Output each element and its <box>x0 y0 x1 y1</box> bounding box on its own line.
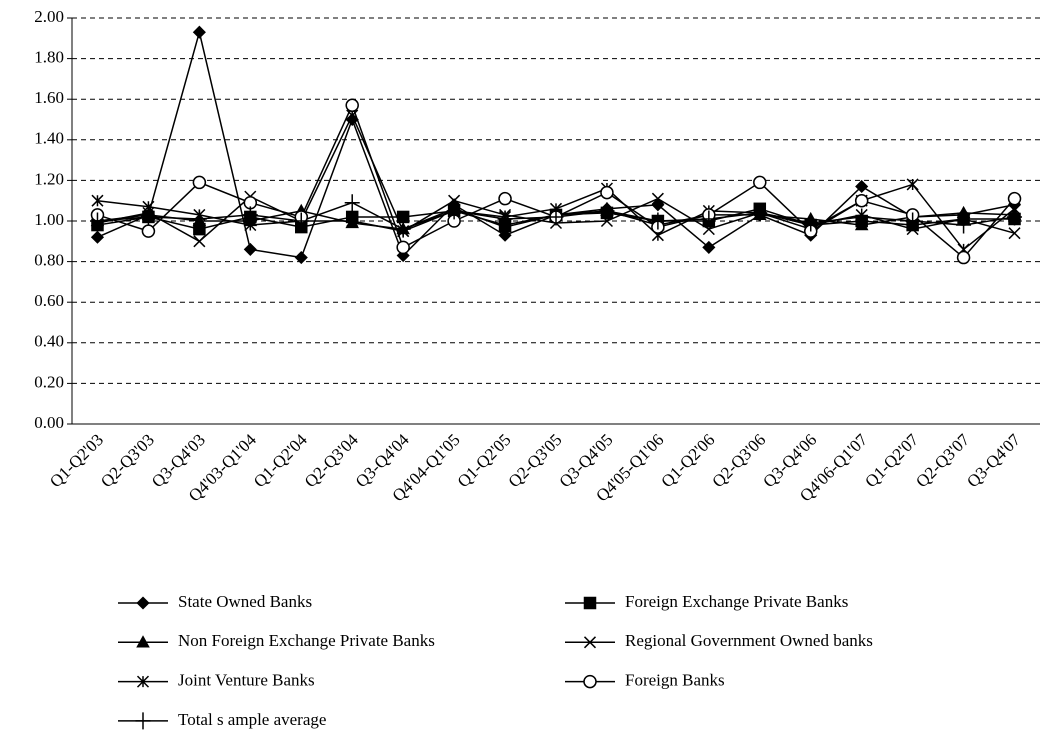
marker <box>242 206 258 224</box>
marker <box>498 191 512 206</box>
marker <box>702 223 715 236</box>
y-tick-label: 0.40 <box>34 332 64 351</box>
marker <box>192 25 206 39</box>
marker <box>583 674 597 689</box>
marker <box>136 635 150 648</box>
marker <box>803 214 819 232</box>
x-tick-label: Q1-Q2'06 <box>657 430 718 491</box>
marker <box>702 240 716 254</box>
y-tick-label: 2.00 <box>34 7 64 26</box>
marker <box>956 216 972 234</box>
marker <box>599 202 615 220</box>
y-tick-label: 0.80 <box>34 251 64 270</box>
legend-label: Regional Government Owned banks <box>625 631 873 650</box>
marker <box>854 208 870 226</box>
marker <box>345 215 359 229</box>
y-tick-label: 1.60 <box>34 88 64 107</box>
x-tick-label: Q1-Q2'07 <box>861 430 922 491</box>
x-tick-label: Q1-Q2'05 <box>454 430 515 491</box>
y-tick-label: 0.00 <box>34 413 64 432</box>
legend-label: State Owned Banks <box>178 592 312 611</box>
marker <box>1007 191 1022 206</box>
marker <box>90 230 105 244</box>
marker <box>294 250 308 265</box>
marker <box>191 210 207 228</box>
marker <box>1008 227 1021 240</box>
marker <box>497 210 513 228</box>
x-tick-label: Q1-Q2'04 <box>250 430 311 491</box>
marker <box>136 596 150 610</box>
marker <box>753 175 767 190</box>
marker <box>89 212 105 230</box>
marker <box>140 208 156 226</box>
marker <box>395 220 411 238</box>
marker <box>854 193 869 208</box>
marker <box>583 636 597 649</box>
x-tick-label: Q2-Q3'03 <box>97 430 158 491</box>
y-tick-label: 0.60 <box>34 291 64 310</box>
legend-label: Foreign Banks <box>625 671 725 690</box>
marker <box>141 224 156 238</box>
marker <box>91 194 104 207</box>
marker <box>243 242 257 256</box>
marker <box>498 228 512 242</box>
y-tick-label: 0.20 <box>34 372 64 391</box>
marker <box>1007 208 1023 226</box>
marker <box>548 208 564 226</box>
legend-label: Foreign Exchange Private Banks <box>625 592 848 611</box>
marker <box>346 214 359 228</box>
marker <box>701 210 717 228</box>
y-tick-label: 1.40 <box>34 129 64 148</box>
x-tick-label: Q2-Q3'04 <box>301 430 362 491</box>
marker <box>600 185 614 200</box>
legend-label: Total s ample average <box>178 710 326 729</box>
marker <box>905 212 921 230</box>
marker <box>344 194 360 212</box>
marker <box>396 240 410 255</box>
y-tick-label: 1.80 <box>34 48 64 67</box>
marker <box>956 250 971 265</box>
marker <box>600 214 613 228</box>
marker <box>855 179 869 194</box>
marker <box>193 235 206 248</box>
marker <box>448 194 461 207</box>
marker <box>446 202 462 220</box>
marker <box>136 675 150 688</box>
x-tick-label: Q1-Q2'03 <box>46 430 107 491</box>
marker <box>651 192 664 205</box>
marker <box>192 175 207 190</box>
x-tick-label: Q2-Q3'05 <box>505 430 566 491</box>
y-tick-label: 1.00 <box>34 210 64 229</box>
marker <box>752 204 768 222</box>
marker <box>650 212 666 230</box>
marker <box>135 712 151 730</box>
x-tick-label: Q3-Q4'07 <box>963 430 1024 491</box>
marker <box>906 178 919 191</box>
marker <box>345 98 359 113</box>
x-tick-label: Q2-Q3'07 <box>912 430 973 491</box>
marker <box>293 212 309 230</box>
legend-label: Joint Venture Banks <box>178 671 315 690</box>
y-tick-label: 1.20 <box>34 169 64 188</box>
x-tick-label: Q2-Q3'06 <box>708 430 769 491</box>
legend-label: Non Foreign Exchange Private Banks <box>178 631 435 650</box>
marker <box>583 596 597 610</box>
